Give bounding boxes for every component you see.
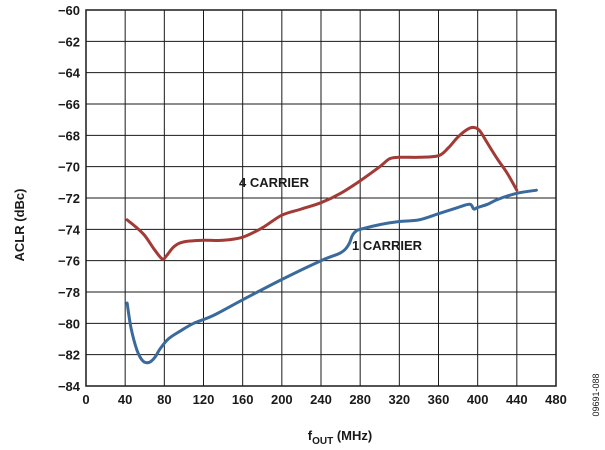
y-tick-label: −78 (58, 285, 80, 300)
series-layer (125, 125, 538, 365)
series-line-4-carrier (125, 125, 519, 261)
series-label-1-carrier: 1 CARRIER (352, 238, 423, 253)
y-tick-labels: −60 −62 −64 −66 −68 −70 −72 −74 −76 −78 −80 −82 −84 (58, 3, 81, 394)
x-tick-label: 40 (118, 392, 132, 407)
y-tick-label: −68 (58, 128, 80, 143)
x-tick-label: 80 (157, 392, 171, 407)
series-label-4-carrier: 4 CARRIER (239, 175, 310, 190)
x-tick-label: 0 (82, 392, 89, 407)
y-tick-label: −72 (58, 191, 80, 206)
y-tick-label: −84 (58, 379, 81, 394)
x-tick-label: 440 (506, 392, 528, 407)
y-tick-label: −70 (58, 160, 80, 175)
x-tick-label: 160 (232, 392, 254, 407)
y-axis-title: ACLR (dBc) (12, 189, 27, 262)
figure-id: 09691-088 (591, 373, 601, 416)
y-tick-label: −74 (58, 222, 81, 237)
y-tick-label: −82 (58, 348, 80, 363)
x-axis-title-main: f (308, 428, 313, 443)
x-tick-label: 120 (193, 392, 215, 407)
x-tick-label: 360 (428, 392, 450, 407)
series-line-1-carrier (125, 188, 538, 365)
y-tick-label: −80 (58, 316, 80, 331)
x-axis-title-subscript: OUT (312, 436, 333, 447)
y-tick-label: −62 (58, 34, 80, 49)
x-tick-label: 200 (271, 392, 293, 407)
x-tick-label: 320 (388, 392, 410, 407)
x-tick-label: 280 (349, 392, 371, 407)
y-tick-label: −66 (58, 97, 80, 112)
grid-lines (85, 9, 557, 387)
x-axis-title-unit: (MHz) (333, 428, 372, 443)
x-axis-title: fOUT (MHz) (308, 428, 372, 447)
x-tick-label: 240 (310, 392, 332, 407)
x-tick-label: 400 (467, 392, 489, 407)
y-tick-label: −60 (58, 3, 80, 18)
y-tick-label: −76 (58, 254, 80, 269)
x-tick-labels: 0 40 80 120 160 200 240 280 320 360 400 440 480 (82, 392, 566, 407)
y-tick-label: −64 (58, 66, 81, 81)
x-tick-label: 480 (545, 392, 567, 407)
plot-frame (85, 9, 557, 387)
